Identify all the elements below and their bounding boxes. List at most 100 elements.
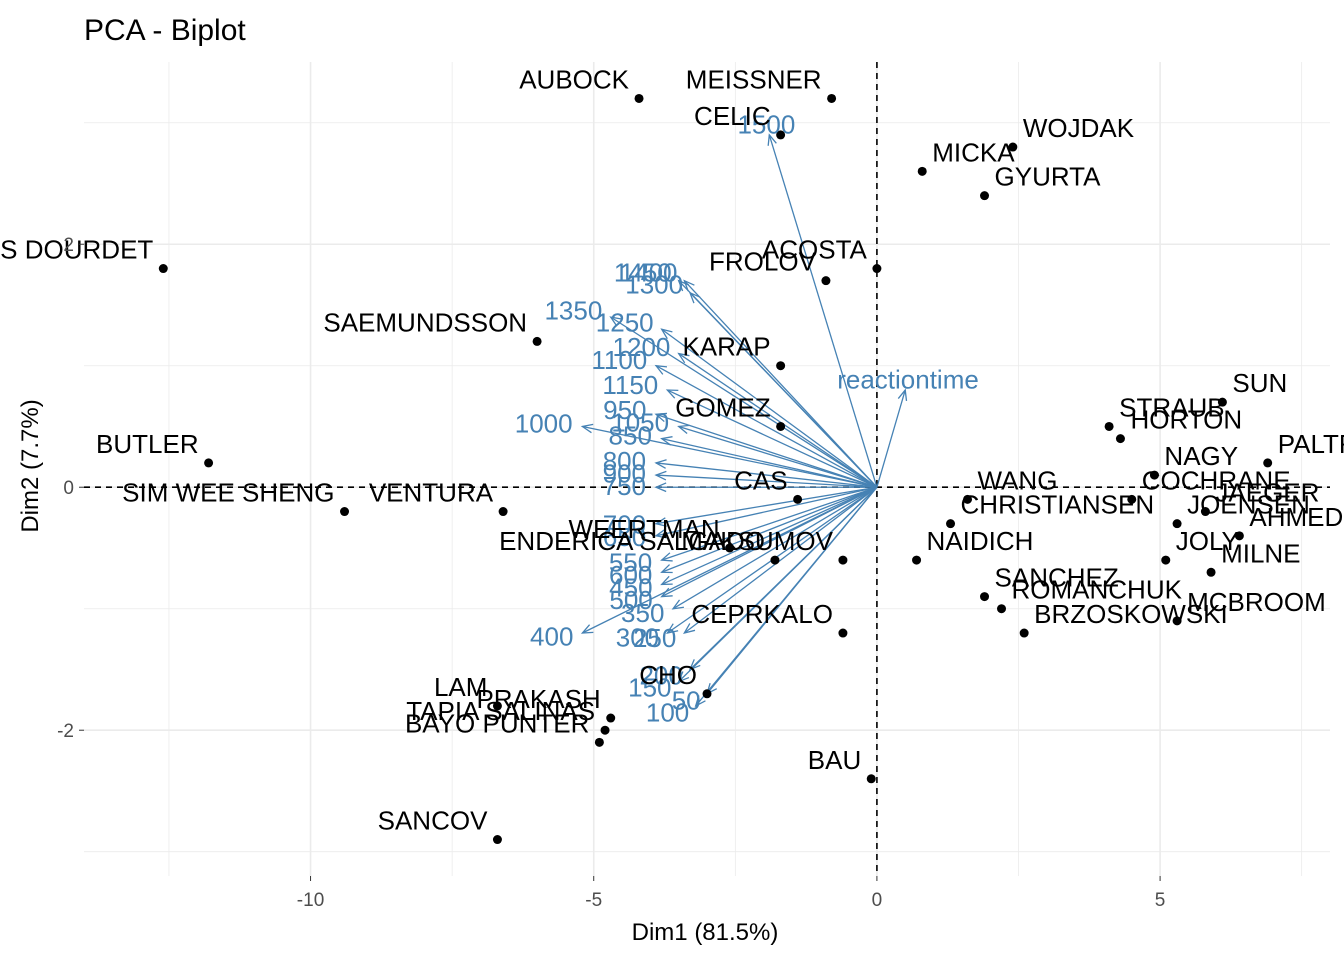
individual-point [1200,507,1210,517]
individual-label: PALTRINIERI [1278,429,1344,459]
individual-label: MAKSUMOV [681,526,833,556]
individual-label: BRZOSKOWSKI [1034,599,1228,629]
individual-point [776,421,786,431]
x-axis-ticks: -10 -5 0 5 [297,876,1166,911]
individual-label: BAU [808,745,861,775]
variable-label: 1250 [596,307,654,337]
variable-arrowhead [654,517,667,527]
variable-arrowhead [677,424,690,435]
variable-arrow [689,292,878,488]
variable-label: 900 [603,459,646,489]
individual-point [770,555,780,565]
variable-label: 600 [609,560,652,590]
variable-arrow [667,389,878,488]
individual-label: AHMED [1249,502,1343,532]
y-axis-title: Dim2 (7.7%) [17,399,44,532]
variable-arrow [706,486,878,695]
individual-label: GOMEZ [675,392,770,422]
variable-arrowhead [665,623,679,634]
variable-arrow [655,413,878,488]
variable-arrowhead [677,352,690,364]
x-tick-label: 5 [1155,890,1166,911]
variable-label: 1300 [625,270,683,300]
individual-point [980,592,990,602]
variable-label: 450 [609,573,652,603]
variable-arrowhead [671,599,685,610]
variable-arrow [678,486,878,683]
variable-label: 1200 [613,332,671,362]
individual-point [492,701,502,711]
x-tick-label: -5 [585,890,602,911]
individual-point [1172,519,1182,529]
variable-arrow [678,425,878,488]
individual-point [725,543,735,553]
individual-point [702,689,712,699]
variable-label: 700 [603,509,646,539]
variable-label: 150 [628,673,671,703]
individual-point [594,737,604,747]
variable-label: 1000 [515,408,573,438]
x-tick-label: 0 [872,890,883,911]
x-axis-title: Dim1 (81.5%) [632,919,779,946]
individual-point [827,93,837,103]
individual-label: MILNE [1221,538,1300,568]
variable-label: 1100 [591,345,647,375]
individual-point [1115,434,1125,444]
variable-arrowhead [688,659,701,671]
variable-arrowhead [767,133,777,146]
variable-label: 1400 [620,257,678,287]
variable-arrowhead [660,575,673,586]
variable-arrow [661,437,878,488]
variable-label: 1150 [602,370,658,400]
individual-point [1217,397,1227,407]
variable-label: 300 [616,623,659,653]
individual-point [1172,616,1182,626]
chart-title: PCA - Biplot [84,14,246,47]
variable-label: 100 [646,698,689,728]
individual-label: WANG [978,465,1058,495]
variable-arrow [661,486,878,586]
variable-arrowhead [580,423,594,434]
x-tick-label: -10 [297,890,324,911]
individual-label: COCHRANE [1142,465,1291,495]
individual-label: GYURTA [995,162,1102,192]
variable-arrow [876,389,906,488]
individual-point [838,555,848,565]
individual-label: ARIAS DOURDET [0,235,153,265]
variable-arrows [580,133,908,708]
variable-arrowhead [683,279,695,292]
individual-point [634,93,644,103]
individual-label: ACOSTA [762,235,868,265]
individual-label: NAIDICH [927,526,1034,556]
individual-label: PRAKASH [476,684,600,714]
variable-arrowhead [654,364,668,375]
variable-arrowhead [654,459,667,469]
individual-label: BUTLER [96,429,199,459]
individual-point [498,507,508,517]
variable-arrowhead [694,695,706,708]
y-tick-label: 2 [63,235,74,256]
variable-arrow [582,486,878,634]
variable-arrowhead [654,528,667,539]
variable-arrowhead [654,482,667,493]
variable-label: 550 [609,547,652,577]
individual-label: JAEGER [1215,478,1319,508]
individual-point [1104,421,1114,431]
individual-point [340,507,350,517]
variable-arrowhead [660,436,673,446]
variable-label: 950 [603,395,646,425]
individual-label: ENDERICA SALGADO [499,526,765,556]
y-tick-label: 0 [63,478,74,499]
variable-label: 350 [621,598,664,628]
individual-point [917,166,927,176]
variable-label: 1350 [544,296,602,326]
individual-label: BAYO PUNTER [405,708,589,738]
variable-arrow [610,316,878,488]
individual-label: SANCOV [378,806,488,836]
individual-label: TAPIA SALINAS [406,696,595,726]
variable-arrowhead [654,412,668,423]
individual-point [776,361,786,371]
variable-label: 850 [609,420,652,450]
variable-label: 500 [609,585,652,615]
